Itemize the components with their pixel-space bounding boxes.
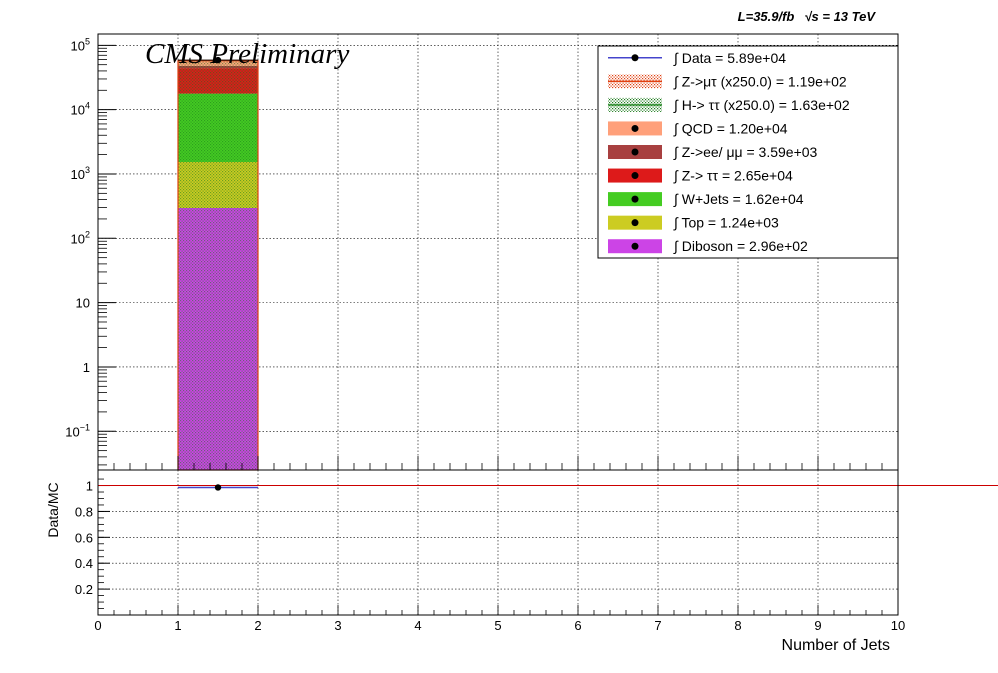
x-tick-label-6: 6 bbox=[574, 618, 581, 633]
legend-entry-data: ∫ Data = 5.89e+04 bbox=[673, 50, 786, 66]
legend-entry-z-ee-: ∫ Z->ee/ μμ = 3.59e+03 bbox=[673, 144, 818, 160]
y-tick-label-0: 105 bbox=[71, 36, 90, 53]
y-tick-label-6: 10−1 bbox=[65, 422, 90, 439]
x-tick-label-9: 9 bbox=[814, 618, 821, 633]
ratio-y-tick-label-3: 0.8 bbox=[75, 504, 93, 519]
x-tick-label-1: 1 bbox=[174, 618, 181, 633]
y-tick-label-2: 103 bbox=[71, 165, 90, 182]
legend-swatch-marker-top bbox=[631, 219, 639, 227]
ratio-point-0 bbox=[214, 484, 222, 491]
ratio-y-tick-label-1: 0.4 bbox=[75, 556, 93, 571]
legend-swatch-marker-qcd bbox=[631, 124, 639, 132]
y-tick-label-3: 102 bbox=[71, 229, 90, 246]
legend-entry-z-: ∫ Z-> ττ = 2.65e+04 bbox=[673, 168, 793, 184]
ratio-plot-panel: 0.20.40.60.810 1 2 3 4 5 6 7 8 9 10 bbox=[75, 469, 998, 633]
energy-sqrt: √s bbox=[804, 9, 818, 24]
legend-entry-w-jets: ∫ W+Jets = 1.62e+04 bbox=[673, 191, 804, 207]
legend-entry-z-x250-0-: ∫ Z->μτ (x250.0) = 1.19e+02 bbox=[673, 73, 847, 89]
x-tick-label-7: 7 bbox=[654, 618, 661, 633]
legend-swatch-marker-diboson bbox=[631, 242, 639, 250]
energy-label: = 13 TeV bbox=[819, 9, 877, 24]
legend-entry-qcd: ∫ QCD = 1.20e+04 bbox=[673, 120, 788, 136]
cms-preliminary-label: CMS Preliminary bbox=[145, 38, 349, 70]
x-tick-label-5: 5 bbox=[494, 618, 501, 633]
legend-entry-diboson: ∫ Diboson = 2.96e+02 bbox=[673, 238, 808, 254]
ratio-y-tick-label-0: 0.2 bbox=[75, 582, 93, 597]
y-tick-label-1: 104 bbox=[71, 101, 90, 118]
legend: ∫ Data = 5.89e+04 ∫ Z->μτ (x250.0) = 1.19… bbox=[597, 45, 899, 259]
ratio-y-axis-label: Data/MC bbox=[45, 482, 61, 537]
lumi-label: L=35.9/fb bbox=[738, 9, 795, 24]
legend-swatch-marker-z- bbox=[631, 172, 639, 180]
x-tick-label-8: 8 bbox=[734, 618, 741, 633]
legend-swatch-marker-z-ee- bbox=[631, 148, 639, 156]
x-tick-label-2: 2 bbox=[254, 618, 261, 633]
x-tick-label-10: 10 bbox=[891, 618, 905, 633]
ratio-y-tick-label-2: 0.6 bbox=[75, 530, 93, 545]
y-tick-label-5: 1 bbox=[83, 360, 90, 375]
ratio-y-tick-label-4: 1 bbox=[86, 479, 93, 494]
y-tick-label-4: 10 bbox=[76, 296, 90, 311]
legend-entry-h-x250-0-: ∫ H-> ττ (x250.0) = 1.63e+02 bbox=[673, 97, 850, 113]
header-lumi-energy: L=35.9/fb √s = 13 TeV bbox=[738, 9, 877, 24]
x-tick-label-4: 4 bbox=[414, 618, 421, 633]
legend-entry-top: ∫ Top = 1.24e+03 bbox=[673, 215, 779, 231]
bar-signal-h-tautau bbox=[178, 59, 258, 471]
x-axis-label: Number of Jets bbox=[782, 637, 890, 654]
legend-swatch-marker-w-jets bbox=[631, 195, 639, 203]
x-tick-label-3: 3 bbox=[334, 618, 341, 633]
legend-swatch-data-marker bbox=[631, 54, 639, 62]
x-tick-label-0: 0 bbox=[94, 618, 101, 633]
data-point bbox=[214, 56, 222, 64]
